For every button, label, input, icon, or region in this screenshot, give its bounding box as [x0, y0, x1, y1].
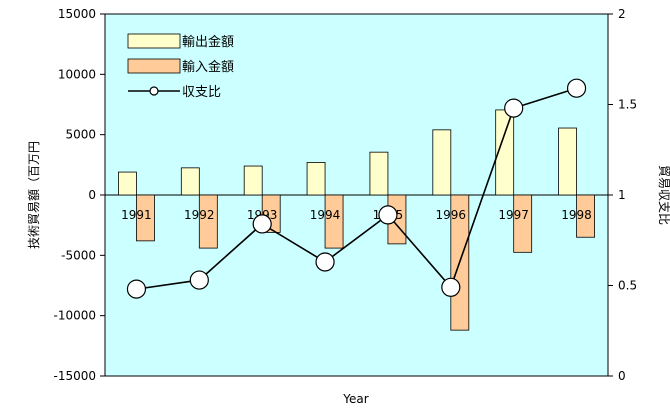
bar-export — [306, 162, 326, 196]
y-axis-right: 2 1.5 1 0.5 0 — [608, 7, 637, 383]
x-tick-label: 1998 — [561, 208, 592, 222]
ratio-point — [189, 270, 209, 290]
ratio-point — [252, 214, 272, 234]
ratio-point — [126, 279, 147, 299]
y-tick-label: -10000 — [53, 309, 96, 323]
y-tick-label: 15000 — [58, 7, 96, 21]
bar-export — [369, 151, 389, 196]
x-axis-title: Year — [342, 392, 368, 406]
y-axis-title: 技術貿易額（百万円 — [27, 141, 41, 249]
bar-import — [513, 194, 533, 253]
ratio-point — [441, 277, 461, 297]
x-tick-label: 1991 — [121, 208, 152, 222]
legend-label: 輸入金額 — [182, 59, 234, 75]
bar-import — [198, 194, 218, 249]
bar-import — [136, 194, 155, 242]
x-tick-label: 1994 — [310, 208, 341, 222]
y-tick-label: -5000 — [61, 248, 96, 262]
y-tick-label: 10000 — [58, 67, 96, 81]
legend-marker — [149, 86, 159, 96]
bar-import — [324, 194, 344, 249]
ratio-point — [315, 252, 335, 272]
y2-tick-label: 1.5 — [618, 98, 637, 112]
bar-export — [243, 165, 263, 196]
x-tick-label: 1996 — [436, 208, 467, 222]
bar-export — [180, 167, 200, 196]
x-tick-label: 1997 — [498, 208, 529, 222]
ratio-point — [504, 98, 524, 118]
line-series — [126, 78, 587, 299]
bar-export — [432, 129, 452, 196]
y2-tick-label: 0 — [618, 369, 626, 383]
ratio-point — [378, 205, 398, 225]
ratio-point — [566, 78, 587, 98]
legend-label: 収支比 — [182, 85, 221, 100]
y2-tick-label: 2 — [618, 7, 626, 21]
legend-swatch — [127, 33, 181, 49]
ratio-line — [136, 87, 577, 290]
y-tick-label: 5000 — [65, 128, 96, 142]
bar-export — [118, 171, 137, 196]
x-tick-label: 1992 — [184, 208, 215, 222]
y-tick-label: 0 — [88, 188, 96, 202]
legend-swatch — [127, 58, 181, 74]
y-tick-label: -15000 — [53, 369, 96, 383]
y2-axis-title: 貿易収支比 — [657, 165, 670, 225]
y-axis-left: 15000 10000 5000 0 -5000 -10000 -15000 — [53, 7, 105, 383]
bar-export — [558, 127, 577, 196]
y2-tick-label: 0.5 — [618, 279, 637, 293]
bar-import — [576, 194, 595, 238]
legend-label: 輸出金額 — [182, 34, 234, 50]
y2-tick-label: 1 — [618, 188, 626, 202]
